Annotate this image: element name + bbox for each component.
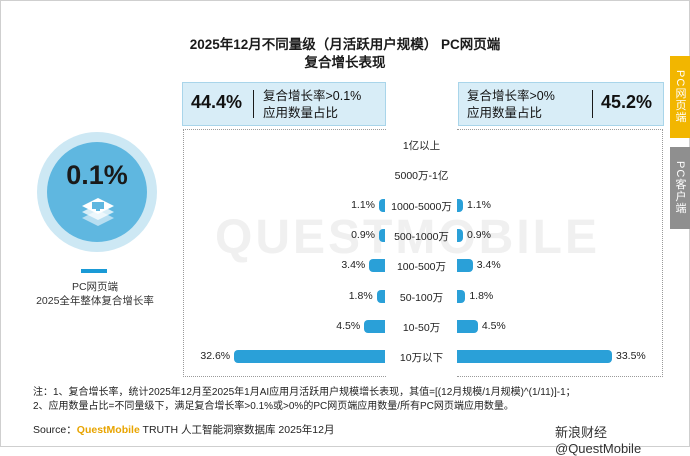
source-prefix: Source：: [33, 424, 77, 436]
note-line2: 2、应用数量占比=不同量级下，满足复合增长率>0.1%或>0%的PC网页端应用数…: [33, 401, 514, 412]
value-label-right: 1.8%: [469, 289, 494, 302]
left-plot-area: [183, 129, 386, 377]
bar-right: [457, 289, 466, 303]
note-line1: 注：1、复合增长率，统计2025年12月至2025年1月AI应用月活跃用户规模增…: [33, 387, 576, 398]
left-kpi-label1: 复合增长率>0.1%: [263, 89, 362, 103]
source-brand: QuestMobile: [76, 424, 140, 436]
category-label: 10万以下: [399, 352, 444, 365]
left-kpi-value: 44.4%: [191, 92, 243, 112]
right-kpi-value: 45.2%: [601, 92, 653, 112]
right-kpi-divider: [592, 90, 593, 118]
category-label: 5000万-1亿: [394, 170, 449, 183]
tab-pc-web[interactable]: PC网页端: [670, 56, 690, 138]
bar-right: [457, 350, 612, 364]
overall-caption-line2: 2025全年整体复合增长率: [36, 295, 154, 307]
value-label-left: 1.8%: [348, 289, 373, 302]
left-kpi-box: 44.4% 复合增长率>0.1% 应用数量占比: [182, 82, 386, 126]
right-kpi-label1: 复合增长率>0%: [467, 89, 555, 103]
category-label: 500-1000万: [394, 230, 449, 243]
bar-right: [457, 319, 478, 333]
bar-left: [379, 198, 385, 212]
value-label-right: 4.5%: [481, 319, 506, 332]
left-kpi-divider: [253, 90, 254, 118]
value-label-left: 0.9%: [351, 228, 375, 241]
value-label-left: 4.5%: [336, 319, 361, 332]
value-label-right: 1.1%: [467, 198, 491, 211]
category-label: 1亿以上: [402, 140, 441, 152]
value-label-right: 0.9%: [467, 228, 491, 241]
category-label: 10-50万: [402, 321, 441, 334]
background-watermark: QUESTMOBILE: [215, 211, 601, 264]
tab-pc-client[interactable]: PC客户端: [670, 147, 690, 229]
category-label: 50-100万: [399, 291, 444, 304]
chart-title-line1: 2025年12月不同量级（月活跃用户规模） PC网页端: [189, 37, 501, 52]
right-kpi-box: 复合增长率>0% 应用数量占比 45.2%: [458, 82, 664, 126]
value-label-right: 3.4%: [476, 259, 501, 272]
bar-right: [457, 228, 463, 242]
value-label-left: 32.6%: [200, 350, 231, 363]
right-kpi-label2: 应用数量占比: [467, 106, 543, 120]
source-line: Source：QuestMobile TRUTH 人工智能洞察数据库 2025年…: [33, 422, 334, 437]
bar-left: [376, 289, 385, 303]
bar-left: [234, 350, 385, 364]
credit-watermark: 新浪财经 @QuestMobile: [555, 425, 642, 456]
category-label: 1000-5000万: [391, 200, 452, 213]
value-label-left: 1.1%: [351, 198, 375, 211]
overall-rate-value: 0.1%: [66, 160, 128, 190]
overall-legend-marker: [81, 269, 107, 273]
left-kpi-label2: 应用数量占比: [263, 106, 339, 120]
chart-title-line2: 复合增长表现: [304, 55, 386, 70]
bar-left: [369, 259, 385, 273]
pc-stack-icon: [82, 198, 114, 226]
value-label-right: 33.5%: [616, 350, 646, 363]
bar-left: [379, 228, 385, 242]
bar-right: [457, 259, 473, 273]
value-label-left: 3.4%: [341, 259, 366, 272]
overall-caption-line1: PC网页端: [71, 281, 119, 293]
right-plot-area: [457, 129, 663, 377]
category-label: 100-500万: [396, 261, 447, 274]
bar-left: [364, 319, 385, 333]
source-rest: TRUTH 人工智能洞察数据库 2025年12月: [139, 424, 335, 436]
bar-right: [457, 198, 463, 212]
